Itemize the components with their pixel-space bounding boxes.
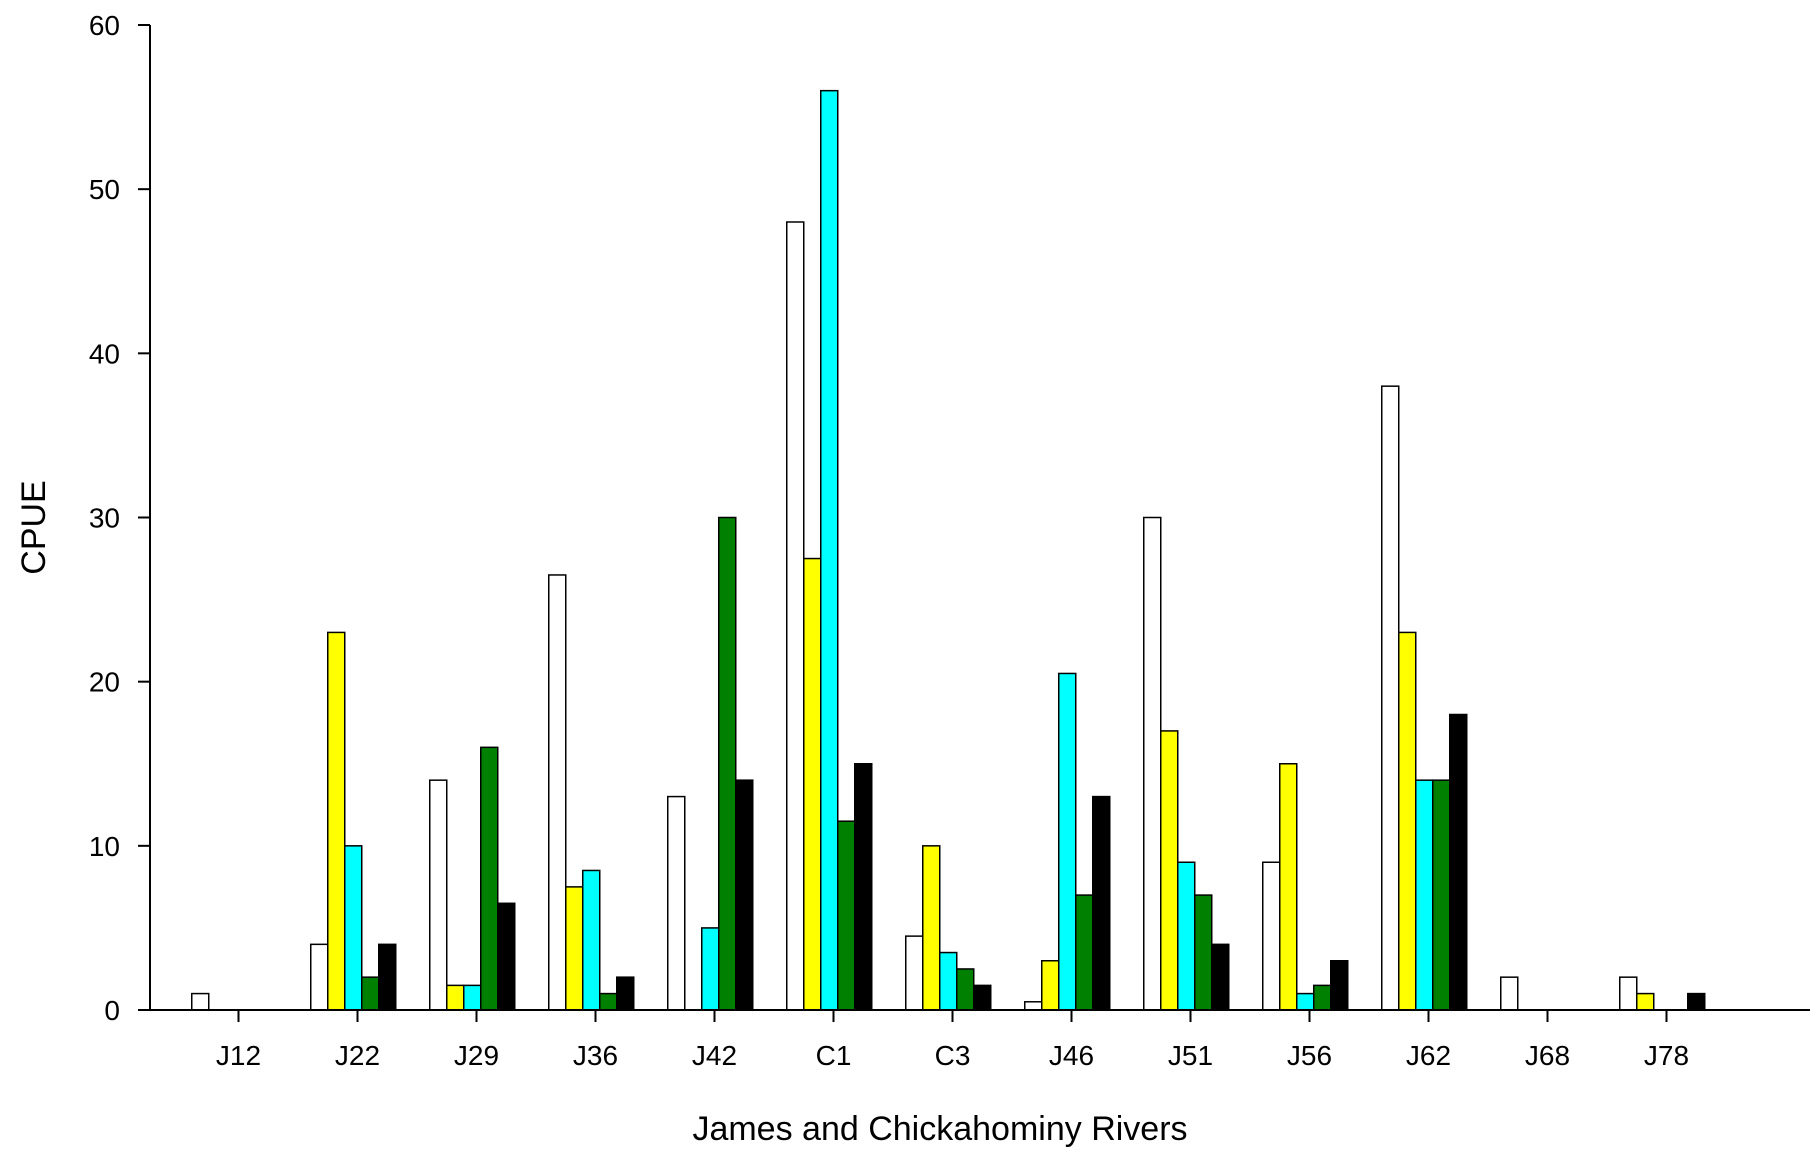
y-tick-label: 30: [89, 503, 120, 534]
bar-j56-series-3: [1296, 992, 1315, 1011]
bar-j46-series-5: [1092, 795, 1111, 1011]
bar-j36-series-5: [616, 976, 635, 1011]
bar-j56-series-2: [1279, 763, 1298, 1011]
ticks-layer: 0 10 20 30 40 50 60 J12 J22 J29 J36 J42 C1 C3 J46 J51 J5…: [89, 10, 1689, 1071]
bar-j62-series-3: [1415, 779, 1434, 1011]
bar-j68-series-1: [1500, 976, 1519, 1011]
x-tick-label: J56: [1287, 1040, 1332, 1071]
bar-j22-series-4: [361, 976, 380, 1011]
y-tick-label: 50: [89, 174, 120, 205]
x-tick-label: J46: [1049, 1040, 1094, 1071]
bar-j78-series-5: [1687, 992, 1706, 1011]
x-tick-label: J68: [1525, 1040, 1570, 1071]
bar-j36-series-3: [582, 869, 601, 1011]
x-tick-label: C3: [935, 1040, 971, 1071]
bar-c3-series-2: [922, 845, 941, 1011]
bar-j78-series-2: [1636, 992, 1655, 1011]
bar-j56-series-1: [1262, 861, 1281, 1011]
bar-j22-series-3: [344, 845, 363, 1011]
bar-j62-series-4: [1432, 779, 1451, 1011]
bar-j22-series-1: [310, 943, 329, 1011]
bar-j62-series-2: [1398, 631, 1417, 1011]
bar-j29-series-1: [429, 779, 448, 1011]
bar-j42-series-3: [701, 927, 720, 1011]
y-tick-label: 10: [89, 831, 120, 862]
bar-c1-series-4: [837, 820, 856, 1011]
x-tick-label: J78: [1644, 1040, 1689, 1071]
bar-j78-series-1: [1619, 976, 1638, 1011]
bar-c1-series-5: [854, 763, 873, 1011]
y-tick-label: 0: [104, 995, 120, 1026]
bar-j62-series-1: [1381, 385, 1400, 1011]
y-tick-label: 40: [89, 338, 120, 369]
bar-j42-series-4: [718, 516, 737, 1011]
bar-j56-series-4: [1313, 984, 1332, 1011]
bar-c3-series-4: [956, 968, 975, 1011]
bar-j29-series-5: [497, 902, 516, 1011]
bar-j46-series-2: [1041, 960, 1060, 1011]
x-tick-label: J36: [573, 1040, 618, 1071]
bar-j56-series-5: [1330, 960, 1349, 1011]
bar-j46-series-4: [1075, 894, 1094, 1011]
bar-c1-series-1: [786, 221, 805, 1011]
bar-c3-series-1: [905, 935, 924, 1011]
bar-j36-series-2: [565, 886, 584, 1011]
bar-c1-series-3: [820, 89, 839, 1011]
x-tick-label: J42: [692, 1040, 737, 1071]
bar-j42-series-5: [735, 779, 754, 1011]
bar-c1-series-2: [803, 557, 822, 1011]
bar-j51-series-4: [1194, 894, 1213, 1011]
bar-j29-series-2: [446, 984, 465, 1011]
x-tick-label: J22: [335, 1040, 380, 1071]
bar-j12-series-1: [191, 992, 210, 1011]
y-axis-title: CPUE: [15, 480, 53, 574]
x-tick-label: J12: [216, 1040, 261, 1071]
bar-j22-series-5: [378, 943, 397, 1011]
bar-j62-series-5: [1449, 713, 1468, 1011]
bar-j51-series-3: [1177, 861, 1196, 1011]
bar-j51-series-5: [1211, 943, 1230, 1011]
x-tick-label: J51: [1168, 1040, 1213, 1071]
bar-j46-series-1: [1024, 1001, 1043, 1011]
bar-j22-series-2: [327, 631, 346, 1011]
x-axis-title: James and Chickahominy Rivers: [692, 1110, 1187, 1148]
y-tick-label: 60: [89, 10, 120, 41]
bar-j46-series-3: [1058, 672, 1077, 1011]
bar-j29-series-3: [463, 984, 482, 1011]
axes-layer: [149, 25, 1810, 1011]
x-tick-label: J62: [1406, 1040, 1451, 1071]
bar-j29-series-4: [480, 746, 499, 1011]
x-tick-label: J29: [454, 1040, 499, 1071]
bar-j42-series-1: [667, 795, 686, 1011]
bar-j36-series-4: [599, 992, 618, 1011]
x-tick-label: C1: [816, 1040, 852, 1071]
y-tick-label: 20: [89, 667, 120, 698]
bar-c3-series-3: [939, 951, 958, 1011]
bar-j51-series-1: [1143, 516, 1162, 1011]
bars-layer: [191, 89, 1706, 1011]
bar-j51-series-2: [1160, 730, 1179, 1011]
bar-c3-series-5: [973, 984, 992, 1011]
bar-j36-series-1: [548, 574, 567, 1011]
